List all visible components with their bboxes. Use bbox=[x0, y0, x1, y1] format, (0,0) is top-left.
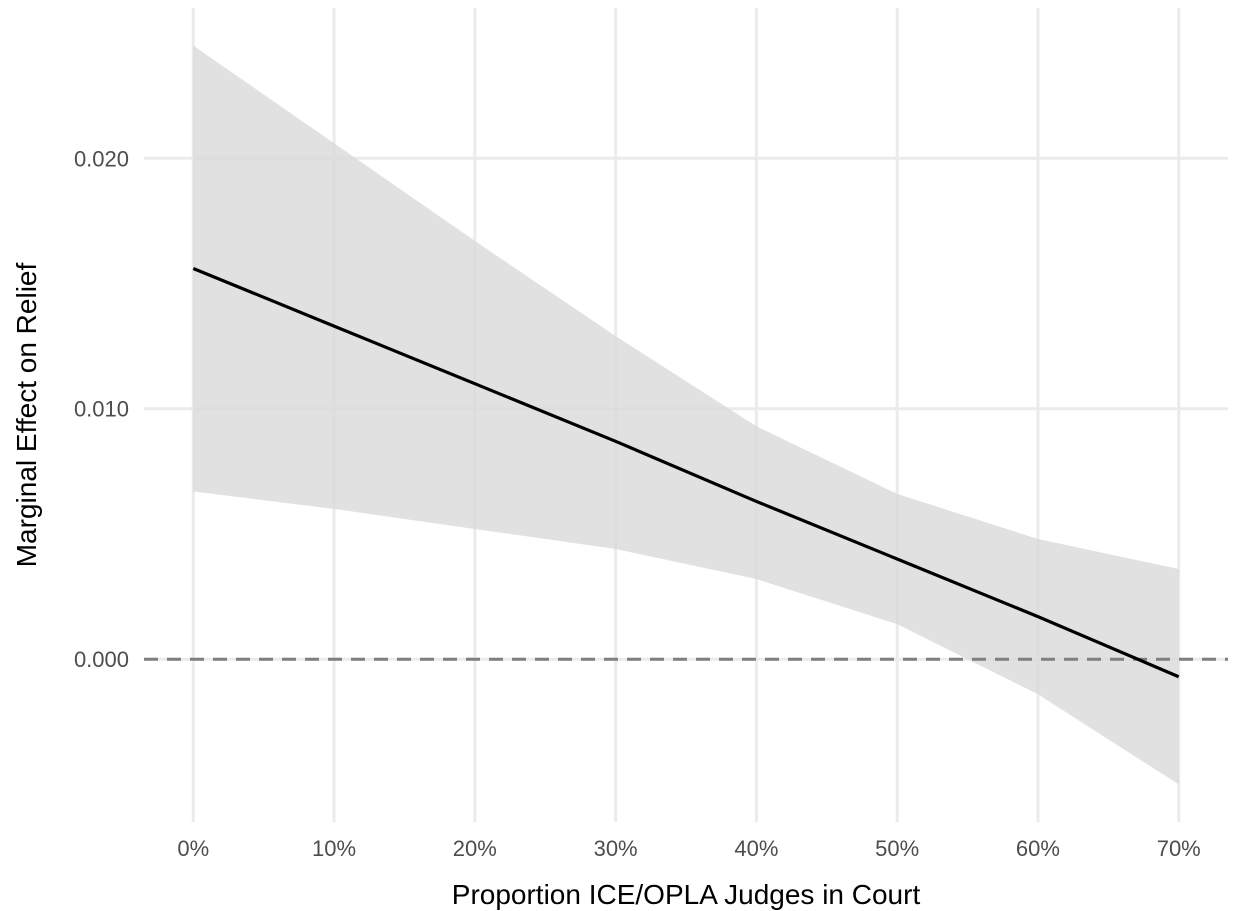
x-tick-label-7: 70% bbox=[1157, 836, 1201, 861]
y-tick-label-1: 0.010 bbox=[74, 397, 129, 422]
x-tick-label-3: 30% bbox=[594, 836, 638, 861]
y-tick-labels: 0.000 0.010 0.020 bbox=[74, 146, 129, 672]
y-tick-label-2: 0.020 bbox=[74, 146, 129, 171]
confidence-band bbox=[193, 45, 1179, 785]
x-tick-label-2: 20% bbox=[453, 836, 497, 861]
x-tick-label-5: 50% bbox=[875, 836, 919, 861]
x-tick-label-0: 0% bbox=[177, 836, 209, 861]
confidence-band-group bbox=[193, 45, 1179, 785]
x-tick-label-6: 60% bbox=[1016, 836, 1060, 861]
x-axis-title: Proportion ICE/OPLA Judges in Court bbox=[452, 879, 921, 910]
x-tick-label-4: 40% bbox=[734, 836, 778, 861]
y-axis-title: Marginal Effect on Relief bbox=[11, 263, 42, 568]
series-group bbox=[192, 266, 1180, 679]
x-tick-label-1: 10% bbox=[312, 836, 356, 861]
marginal-effect-line bbox=[192, 266, 1180, 679]
y-tick-label-0: 0.000 bbox=[74, 647, 129, 672]
x-tick-labels: 0% 10% 20% 30% 40% 50% 60% 70% bbox=[177, 836, 1200, 861]
